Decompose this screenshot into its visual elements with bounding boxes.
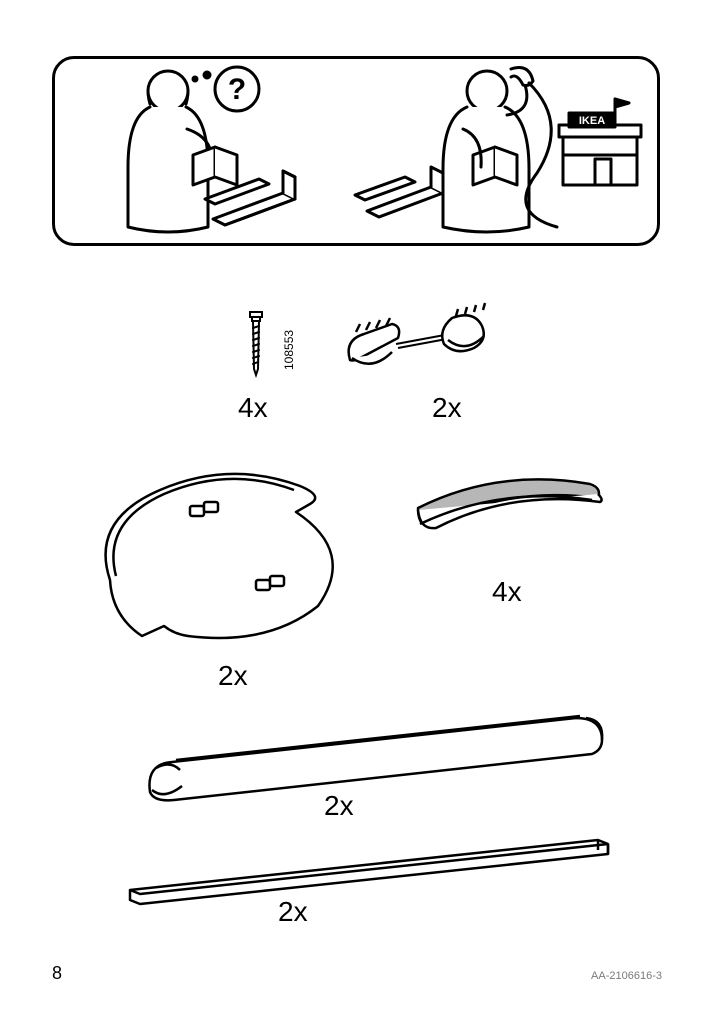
arc-qty: 4x bbox=[492, 576, 522, 608]
help-panel-illustration: ? bbox=[55, 59, 657, 243]
parts-row-2 bbox=[0, 460, 714, 690]
store-label: IKEA bbox=[579, 115, 605, 127]
page-number: 8 bbox=[52, 963, 62, 984]
hardware-row bbox=[0, 300, 714, 430]
clip-qty: 2x bbox=[432, 392, 462, 424]
screw-qty: 4x bbox=[238, 392, 268, 424]
document-code: AA-2106616-3 bbox=[591, 970, 662, 982]
screw-part-code: 108553 bbox=[282, 330, 296, 370]
assembly-instructions-page: ? bbox=[0, 0, 714, 1012]
rail-part bbox=[0, 830, 714, 920]
tube-qty: 2x bbox=[324, 790, 354, 822]
plate-qty: 2x bbox=[218, 660, 248, 692]
help-panel: ? bbox=[52, 56, 660, 246]
rail-qty: 2x bbox=[278, 896, 308, 928]
tube-part bbox=[0, 710, 714, 830]
question-mark: ? bbox=[228, 73, 246, 106]
